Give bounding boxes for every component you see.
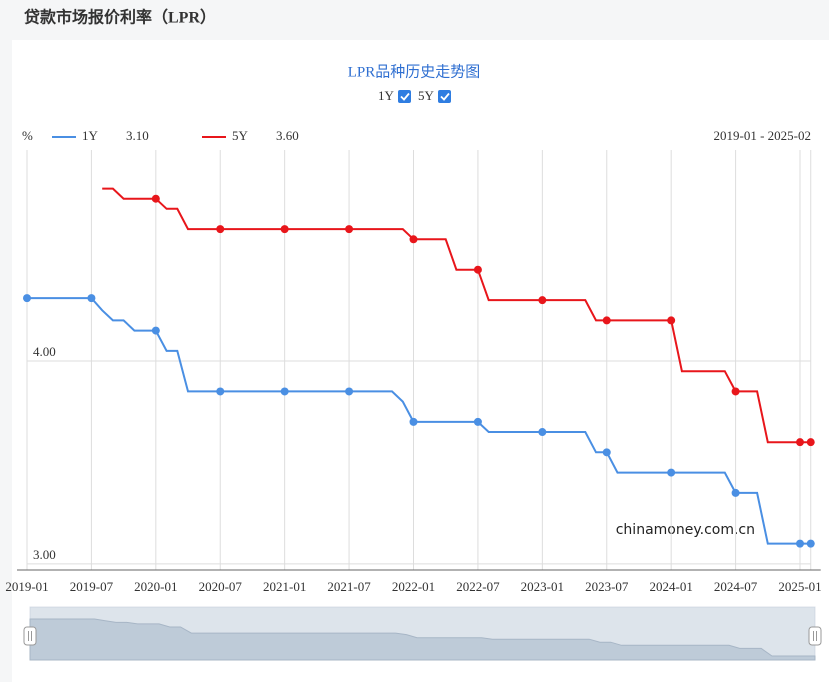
data-point [473, 265, 482, 274]
data-point [409, 417, 418, 426]
x-tick-label: 2024-01 [649, 579, 692, 594]
data-point [216, 387, 225, 396]
x-tick-label: 2024-07 [714, 579, 758, 594]
legend-label: 5Y [232, 128, 249, 143]
data-point [731, 387, 740, 396]
toggle-label: 5Y [418, 88, 435, 103]
data-point [538, 428, 547, 437]
x-tick-label: 2019-07 [70, 579, 114, 594]
range-label: 2019-01 - 2025-02 [714, 128, 812, 143]
data-point [216, 225, 225, 234]
toggle-checkbox[interactable] [438, 90, 451, 103]
legend-value: 3.10 [126, 128, 149, 143]
check-icon [440, 92, 450, 101]
data-point [473, 417, 482, 426]
x-tick-label: 2019-01 [5, 579, 48, 594]
data-point [796, 438, 804, 447]
data-point [667, 468, 676, 477]
watermark: chinamoney.com.cn [616, 522, 755, 538]
toggle-checkbox[interactable] [398, 90, 411, 103]
x-tick-label: 2021-01 [263, 579, 306, 594]
data-point [806, 438, 815, 447]
legend-value: 3.60 [276, 128, 299, 143]
data-point [345, 387, 354, 396]
y-tick-label: 4.00 [33, 344, 56, 359]
data-point [151, 326, 160, 335]
data-point [806, 539, 815, 548]
chart-title: LPR品种历史走势图 [348, 63, 481, 80]
zoom-handle[interactable] [808, 626, 822, 646]
data-point [280, 387, 289, 396]
x-tick-label: 2021-07 [327, 579, 371, 594]
zoom-handle[interactable] [23, 626, 37, 646]
check-icon [400, 92, 410, 101]
data-point [731, 488, 740, 497]
data-point [602, 316, 611, 325]
zoom-selection[interactable] [30, 607, 815, 660]
x-tick-label: 2022-01 [392, 579, 435, 594]
data-point [667, 316, 676, 325]
data-point [345, 225, 354, 234]
y-tick-label: 3.00 [33, 547, 56, 562]
x-tick-label: 2020-07 [199, 579, 243, 594]
data-point [602, 448, 611, 457]
legend-label: 1Y [82, 128, 99, 143]
x-tick-label: 2025-01 [778, 579, 821, 594]
x-tick-label: 2023-07 [585, 579, 629, 594]
data-point [538, 296, 547, 305]
x-tick-label: 2022-07 [456, 579, 500, 594]
y-unit: % [22, 128, 33, 143]
zoom-preview [29, 618, 816, 661]
data-point [151, 194, 160, 203]
data-point [87, 294, 96, 303]
data-point [23, 294, 31, 303]
data-point [409, 235, 418, 244]
x-tick-label: 2023-01 [521, 579, 564, 594]
data-point [796, 539, 804, 548]
x-tick-label: 2020-01 [134, 579, 177, 594]
toggle-label: 1Y [378, 88, 395, 103]
page-title: 贷款市场报价利率（LPR） [24, 8, 216, 27]
data-point [280, 225, 289, 234]
